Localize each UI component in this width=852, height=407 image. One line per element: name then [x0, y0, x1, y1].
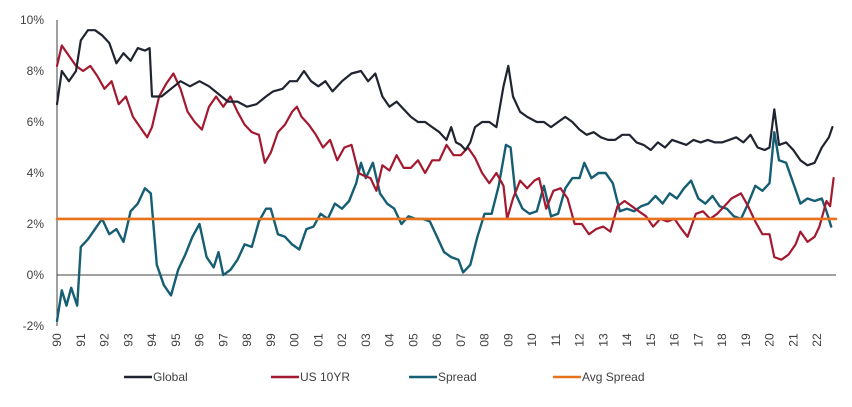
x-tick-label: 01 [311, 333, 325, 347]
y-tick-label: 10% [20, 13, 44, 27]
y-axis: 10% 8% 6% 4% 2% 0% -2% [20, 13, 836, 333]
x-tick-label: 99 [264, 333, 278, 347]
x-tick-label: 00 [288, 333, 302, 347]
series-line-spread [55, 131, 833, 323]
x-tick-label: 15 [644, 333, 658, 347]
x-axis: 90 91 92 93 94 95 96 97 98 99 00 01 02 03 04 05 06 07 08 09… [50, 333, 824, 347]
x-tick-label: 03 [359, 333, 373, 347]
y-tick-label: 8% [27, 64, 45, 78]
x-tick-label: 16 [668, 333, 682, 347]
legend-label: Global [153, 370, 188, 384]
series-line-global [55, 29, 834, 167]
legend: Global US 10YR Spread Avg Spread [124, 370, 645, 384]
x-tick-label: 21 [786, 333, 800, 347]
legend-label: Avg Spread [582, 370, 645, 384]
x-tick-label: 04 [383, 333, 397, 347]
x-tick-label: 05 [406, 333, 420, 347]
y-tick-label: 2% [27, 217, 45, 231]
x-tick-label: 92 [98, 333, 112, 347]
series-layer [55, 29, 838, 323]
x-tick-label: 18 [715, 333, 729, 347]
x-tick-label: 09 [501, 333, 515, 347]
x-tick-label: 11 [549, 333, 563, 346]
x-tick-label: 95 [169, 333, 183, 347]
x-tick-label: 14 [620, 333, 634, 347]
x-tick-label: 98 [240, 333, 254, 347]
series-line-us-10yr [55, 44, 835, 261]
y-tick-label: 0% [27, 268, 45, 282]
y-tick-label: -2% [23, 319, 45, 333]
x-tick-label: 19 [739, 333, 753, 347]
x-tick-label: 12 [573, 333, 587, 347]
x-tick-label: 06 [430, 333, 444, 347]
x-tick-label: 93 [121, 333, 135, 347]
legend-label: Spread [438, 370, 477, 384]
y-tick-label: 6% [27, 115, 45, 129]
x-tick-label: 96 [193, 333, 207, 347]
x-tick-label: 91 [74, 333, 88, 347]
legend-label: US 10YR [300, 370, 350, 384]
x-tick-label: 07 [454, 333, 468, 347]
x-tick-label: 02 [335, 333, 349, 347]
y-tick-label: 4% [27, 166, 45, 180]
x-tick-label: 08 [478, 333, 492, 347]
x-tick-label: 22 [810, 333, 824, 347]
x-tick-label: 10 [525, 333, 539, 347]
x-tick-label: 17 [691, 333, 705, 347]
x-tick-label: 13 [596, 333, 610, 347]
x-tick-label: 20 [763, 333, 777, 347]
x-tick-label: 94 [145, 333, 159, 347]
x-tick-label: 90 [50, 333, 64, 347]
x-tick-label: 97 [216, 333, 230, 347]
